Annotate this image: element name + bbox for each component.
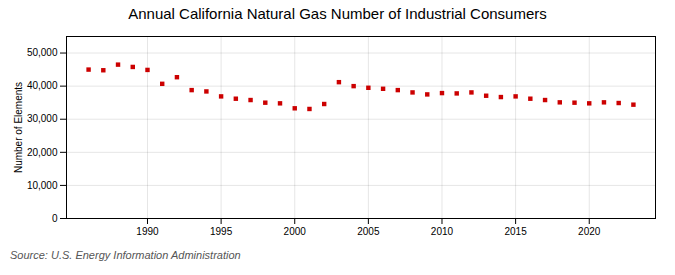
html-text:Annual California Natural Gas: Annual California Natural Gas Number of … [128, 5, 547, 22]
svg-text:2020: 2020 [578, 226, 601, 237]
svg-text:40,000: 40,000 [27, 80, 58, 91]
svg-text:2000: 2000 [284, 226, 307, 237]
html-text:Source: U.S. Energy Informatio: Source: U.S. Energy Information Administ… [10, 249, 241, 261]
svg-text:2015: 2015 [504, 226, 527, 237]
svg-text:1995: 1995 [210, 226, 233, 237]
svg-text:1990: 1990 [136, 226, 159, 237]
svg-text:2010: 2010 [431, 226, 454, 237]
svg-text:Number of Elements: Number of Elements [13, 82, 24, 173]
svg-text:10,000: 10,000 [27, 180, 58, 191]
svg-text:20,000: 20,000 [27, 147, 58, 158]
svg-text:2005: 2005 [357, 226, 380, 237]
svg-text:0: 0 [52, 213, 58, 224]
svg-text:50,000: 50,000 [27, 47, 58, 58]
svg-text:30,000: 30,000 [27, 113, 58, 124]
